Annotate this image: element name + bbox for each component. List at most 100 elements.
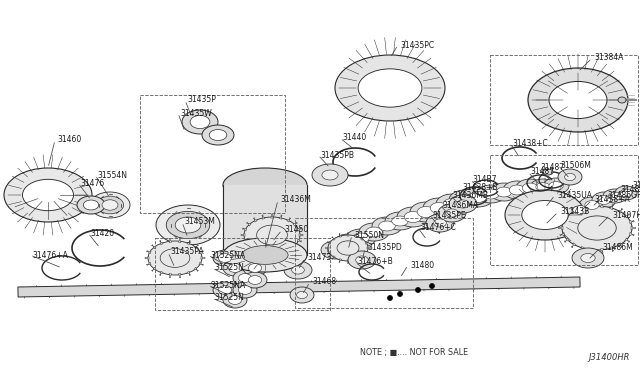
Ellipse shape — [312, 164, 348, 186]
Text: 31468: 31468 — [312, 278, 336, 286]
Ellipse shape — [438, 204, 466, 222]
Ellipse shape — [223, 168, 307, 202]
Polygon shape — [618, 208, 623, 213]
Ellipse shape — [365, 227, 382, 237]
Text: 31438+B: 31438+B — [462, 183, 498, 192]
Ellipse shape — [77, 196, 105, 214]
Polygon shape — [178, 273, 181, 278]
Ellipse shape — [483, 189, 499, 199]
Polygon shape — [199, 262, 204, 266]
Ellipse shape — [543, 178, 569, 194]
Ellipse shape — [387, 295, 392, 301]
Polygon shape — [560, 232, 565, 236]
Polygon shape — [347, 232, 349, 236]
Polygon shape — [246, 244, 251, 248]
Text: 31473: 31473 — [307, 253, 332, 263]
Ellipse shape — [620, 189, 632, 197]
Text: J31400HR: J31400HR — [589, 353, 630, 362]
Bar — [155, 238, 330, 310]
Polygon shape — [299, 234, 303, 237]
Polygon shape — [169, 238, 172, 243]
Ellipse shape — [456, 195, 474, 205]
Text: 31435PE: 31435PE — [432, 211, 466, 219]
Polygon shape — [262, 251, 265, 255]
Text: 31476+C: 31476+C — [420, 224, 456, 232]
Ellipse shape — [516, 179, 544, 197]
Text: 31384A: 31384A — [594, 54, 623, 62]
Text: 31476: 31476 — [80, 179, 104, 187]
Text: 31435PC: 31435PC — [400, 41, 434, 49]
Ellipse shape — [259, 254, 271, 262]
Ellipse shape — [496, 187, 512, 197]
Polygon shape — [625, 214, 630, 218]
Polygon shape — [580, 205, 584, 210]
Ellipse shape — [182, 110, 218, 134]
Ellipse shape — [562, 206, 632, 250]
Bar — [140, 95, 285, 213]
Polygon shape — [169, 273, 172, 278]
Polygon shape — [297, 228, 301, 231]
Polygon shape — [332, 256, 335, 259]
Ellipse shape — [209, 129, 227, 141]
Ellipse shape — [337, 241, 359, 255]
Ellipse shape — [242, 246, 288, 264]
Ellipse shape — [618, 97, 626, 103]
Polygon shape — [365, 251, 369, 254]
Polygon shape — [147, 262, 151, 266]
Polygon shape — [194, 267, 198, 272]
Ellipse shape — [218, 286, 232, 294]
Ellipse shape — [218, 254, 232, 262]
Ellipse shape — [346, 229, 376, 247]
Ellipse shape — [213, 250, 237, 266]
Polygon shape — [564, 214, 570, 218]
Ellipse shape — [356, 256, 368, 264]
Ellipse shape — [244, 217, 300, 253]
Ellipse shape — [202, 125, 234, 145]
Ellipse shape — [290, 287, 314, 303]
Text: 31486M: 31486M — [602, 244, 633, 253]
Polygon shape — [293, 222, 298, 226]
Polygon shape — [631, 226, 636, 230]
Text: 31407H: 31407H — [612, 211, 640, 219]
Polygon shape — [571, 208, 576, 213]
Text: 31460: 31460 — [57, 135, 81, 144]
Text: 31435UA: 31435UA — [557, 190, 592, 199]
Ellipse shape — [228, 296, 242, 304]
Ellipse shape — [443, 199, 461, 209]
Polygon shape — [600, 248, 604, 253]
Ellipse shape — [404, 212, 422, 222]
Polygon shape — [201, 257, 205, 259]
Ellipse shape — [415, 288, 420, 292]
Polygon shape — [354, 259, 357, 263]
Ellipse shape — [335, 55, 445, 121]
Ellipse shape — [156, 205, 220, 245]
Ellipse shape — [233, 270, 257, 286]
Text: 31435PA: 31435PA — [170, 247, 204, 257]
Ellipse shape — [572, 248, 604, 268]
Ellipse shape — [397, 207, 429, 227]
Ellipse shape — [97, 196, 124, 214]
Polygon shape — [360, 256, 364, 259]
Bar — [490, 155, 638, 265]
Ellipse shape — [223, 260, 247, 276]
Text: 31435W: 31435W — [180, 109, 212, 118]
Polygon shape — [147, 250, 151, 254]
Ellipse shape — [296, 291, 307, 299]
Polygon shape — [326, 247, 329, 249]
Ellipse shape — [102, 200, 118, 210]
Ellipse shape — [430, 202, 448, 214]
Ellipse shape — [509, 185, 525, 195]
Polygon shape — [287, 248, 291, 253]
Polygon shape — [580, 246, 584, 251]
Ellipse shape — [603, 189, 627, 203]
Ellipse shape — [90, 192, 130, 218]
Ellipse shape — [505, 190, 585, 240]
Ellipse shape — [457, 200, 469, 208]
Polygon shape — [194, 244, 198, 249]
Text: 31435P: 31435P — [187, 96, 216, 105]
Text: 31486GF: 31486GF — [607, 190, 640, 199]
Polygon shape — [187, 271, 191, 276]
Polygon shape — [241, 234, 245, 237]
Polygon shape — [246, 222, 251, 226]
Ellipse shape — [449, 190, 481, 210]
